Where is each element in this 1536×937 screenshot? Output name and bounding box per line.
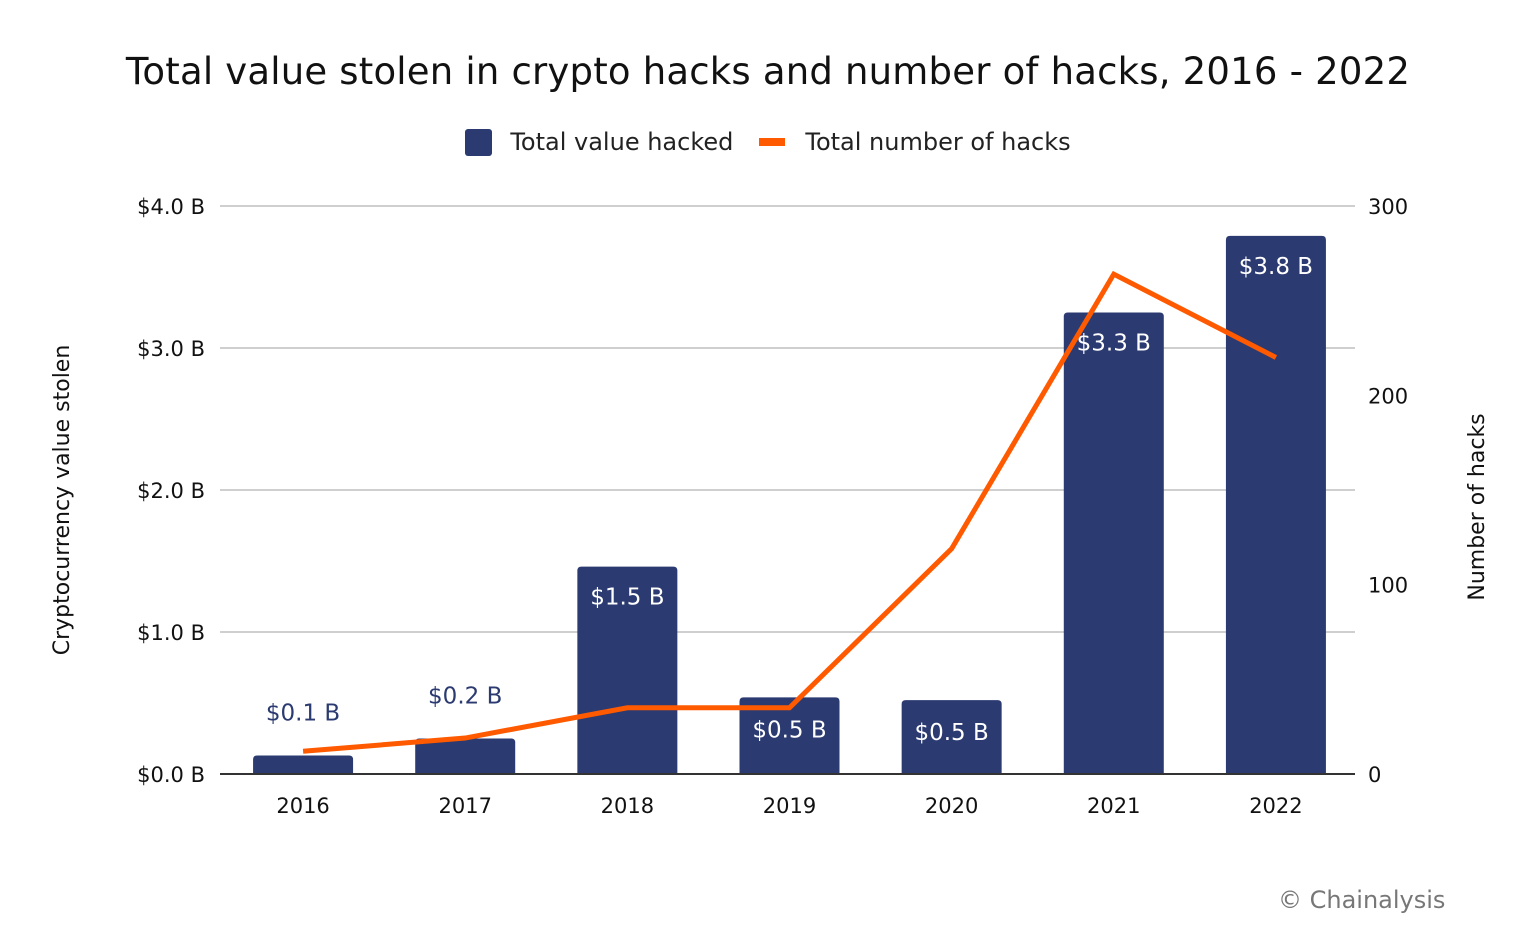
bar-value-label: $0.5 B <box>914 720 988 746</box>
bar-2019 <box>739 697 840 774</box>
legend-label: Total number of hacks <box>805 128 1071 156</box>
bar-2020 <box>901 700 1002 774</box>
x-tick-label: 2021 <box>1087 794 1140 818</box>
y-left-axis-title: Cryptocurrency value stolen <box>50 345 75 656</box>
bar-2022 <box>1225 235 1326 774</box>
legend: Total value hacked Total number of hacks <box>0 128 1536 156</box>
y-left-tick-label: $3.0 B <box>137 337 205 361</box>
legend-item-value-hacked: Total value hacked <box>465 128 733 156</box>
x-tick-label: 2017 <box>438 794 491 818</box>
y-right-axis-title: Number of hacks <box>1465 413 1490 600</box>
y-right-tick-label: 300 <box>1368 195 1408 219</box>
bar-value-label: $0.2 B <box>428 684 502 710</box>
source-credit: © Chainalysis <box>1278 886 1446 914</box>
bar-value-label: $3.8 B <box>1239 254 1313 280</box>
y-left-tick-label: $2.0 B <box>137 479 205 503</box>
x-tick-label: 2019 <box>763 794 816 818</box>
y-right-tick-label: 200 <box>1368 384 1408 408</box>
bar-value-label: $1.5 B <box>590 585 664 611</box>
y-right-tick-label: 0 <box>1368 763 1381 787</box>
bar-value-label: $0.1 B <box>266 701 340 727</box>
legend-line-swatch-icon <box>759 138 786 146</box>
bar-2017 <box>415 738 516 774</box>
x-tick-label: 2022 <box>1249 794 1302 818</box>
y-left-tick-label: $4.0 B <box>137 195 205 219</box>
bar-value-label: $3.3 B <box>1077 331 1151 357</box>
x-tick-label: 2016 <box>276 794 329 818</box>
y-right-tick-label: 100 <box>1368 574 1408 598</box>
bar-value-label: $0.5 B <box>752 717 826 743</box>
x-tick-label: 2020 <box>925 794 978 818</box>
bar-2021 <box>1063 312 1164 774</box>
legend-bar-swatch-icon <box>465 128 493 156</box>
y-left-tick-label: $0.0 B <box>137 763 205 787</box>
legend-item-number-of-hacks: Total number of hacks <box>759 128 1071 156</box>
y-left-tick-label: $1.0 B <box>137 621 205 645</box>
bar-2018 <box>577 566 678 774</box>
legend-label: Total value hacked <box>510 128 734 156</box>
bar-2016 <box>253 755 354 774</box>
hacks-count-line <box>302 270 1278 754</box>
x-tick-label: 2018 <box>601 794 654 818</box>
chart-title: Total value stolen in crypto hacks and n… <box>125 50 1411 93</box>
